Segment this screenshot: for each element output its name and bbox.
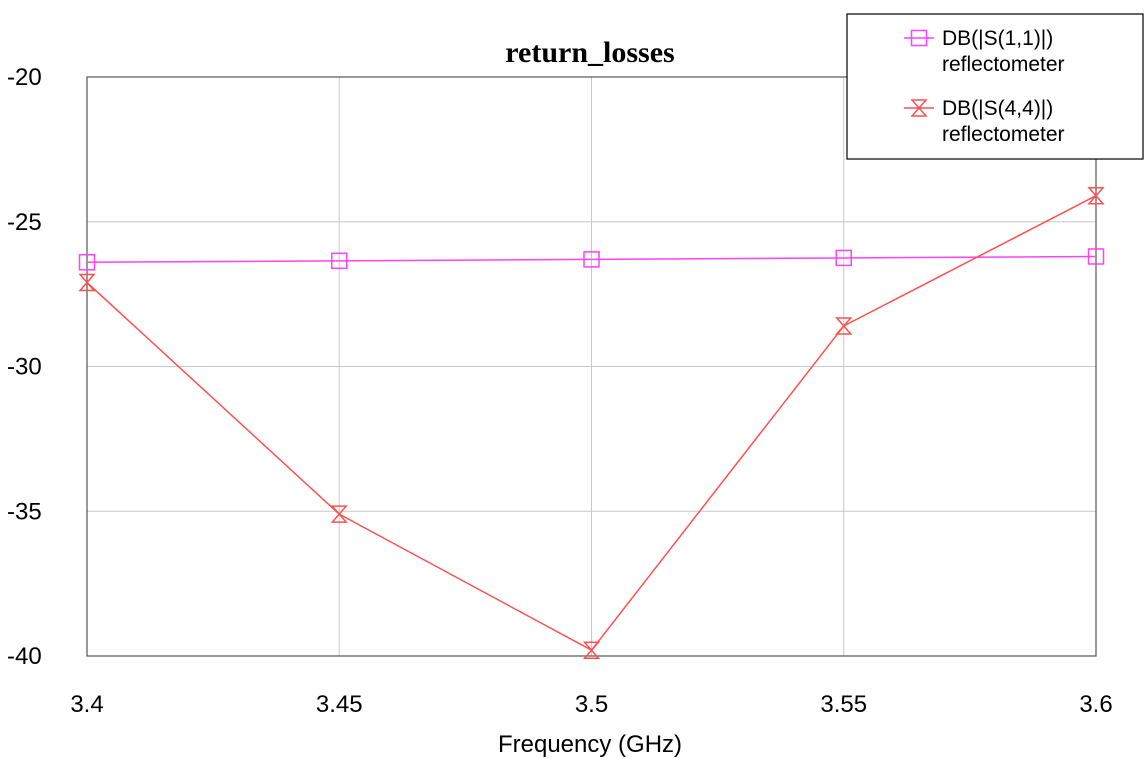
x-axis-label: Frequency (GHz) (498, 731, 682, 758)
legend-label: DB(|S(4,4)|) (942, 97, 1053, 120)
x-axis-ticks: 3.4 3.45 3.5 3.55 3.6 (70, 691, 1112, 718)
series-s11 (78, 248, 1105, 271)
data-point-s44 (78, 273, 96, 292)
data-point-s11 (78, 254, 96, 271)
data-point-s11 (331, 252, 348, 270)
series-layer (78, 186, 1105, 659)
y-tick-label: -30 (7, 354, 42, 381)
y-tick-label: -35 (7, 498, 42, 525)
data-point-s11 (1087, 248, 1105, 265)
data-point-s11 (583, 251, 600, 268)
data-point-s44 (330, 505, 348, 523)
y-axis-ticks: -20 -25 -30 -35 -40 (7, 64, 42, 670)
chart-title: return_losses (505, 36, 674, 69)
y-tick-label: -40 (7, 643, 42, 670)
data-point-s44 (1087, 186, 1105, 205)
legend-swatch-marker (910, 99, 928, 117)
data-point-s44 (835, 317, 853, 335)
x-tick-label: 3.4 (70, 691, 103, 718)
x-tick-label: 3.6 (1079, 691, 1112, 718)
legend-swatch-marker (910, 29, 928, 47)
legend-label: DB(|S(1,1)|) (942, 27, 1053, 50)
legend-item-s44: DB(|S(4,4)|) reflectometer (904, 97, 1065, 146)
legend-item-s11: DB(|S(1,1)|) reflectometer (904, 27, 1065, 76)
y-tick-label: -20 (7, 64, 42, 91)
series-s44 (78, 186, 1105, 659)
x-tick-label: 3.45 (316, 691, 363, 718)
series-line-s11 (86, 255, 1097, 264)
legend-label: reflectometer (942, 123, 1065, 146)
legend-label: reflectometer (942, 53, 1065, 76)
data-point-s11 (835, 249, 852, 267)
legend-box (846, 13, 1144, 160)
plot-area-frame (86, 76, 1097, 657)
x-tick-label: 3.5 (575, 691, 608, 718)
y-tick-label: -25 (7, 209, 42, 236)
x-tick-label: 3.55 (820, 691, 867, 718)
legend: DB(|S(1,1)|) reflectometer DB(|S(4,4)|) ref… (846, 13, 1144, 160)
grid (86, 76, 1097, 657)
data-point-s44 (582, 641, 601, 659)
